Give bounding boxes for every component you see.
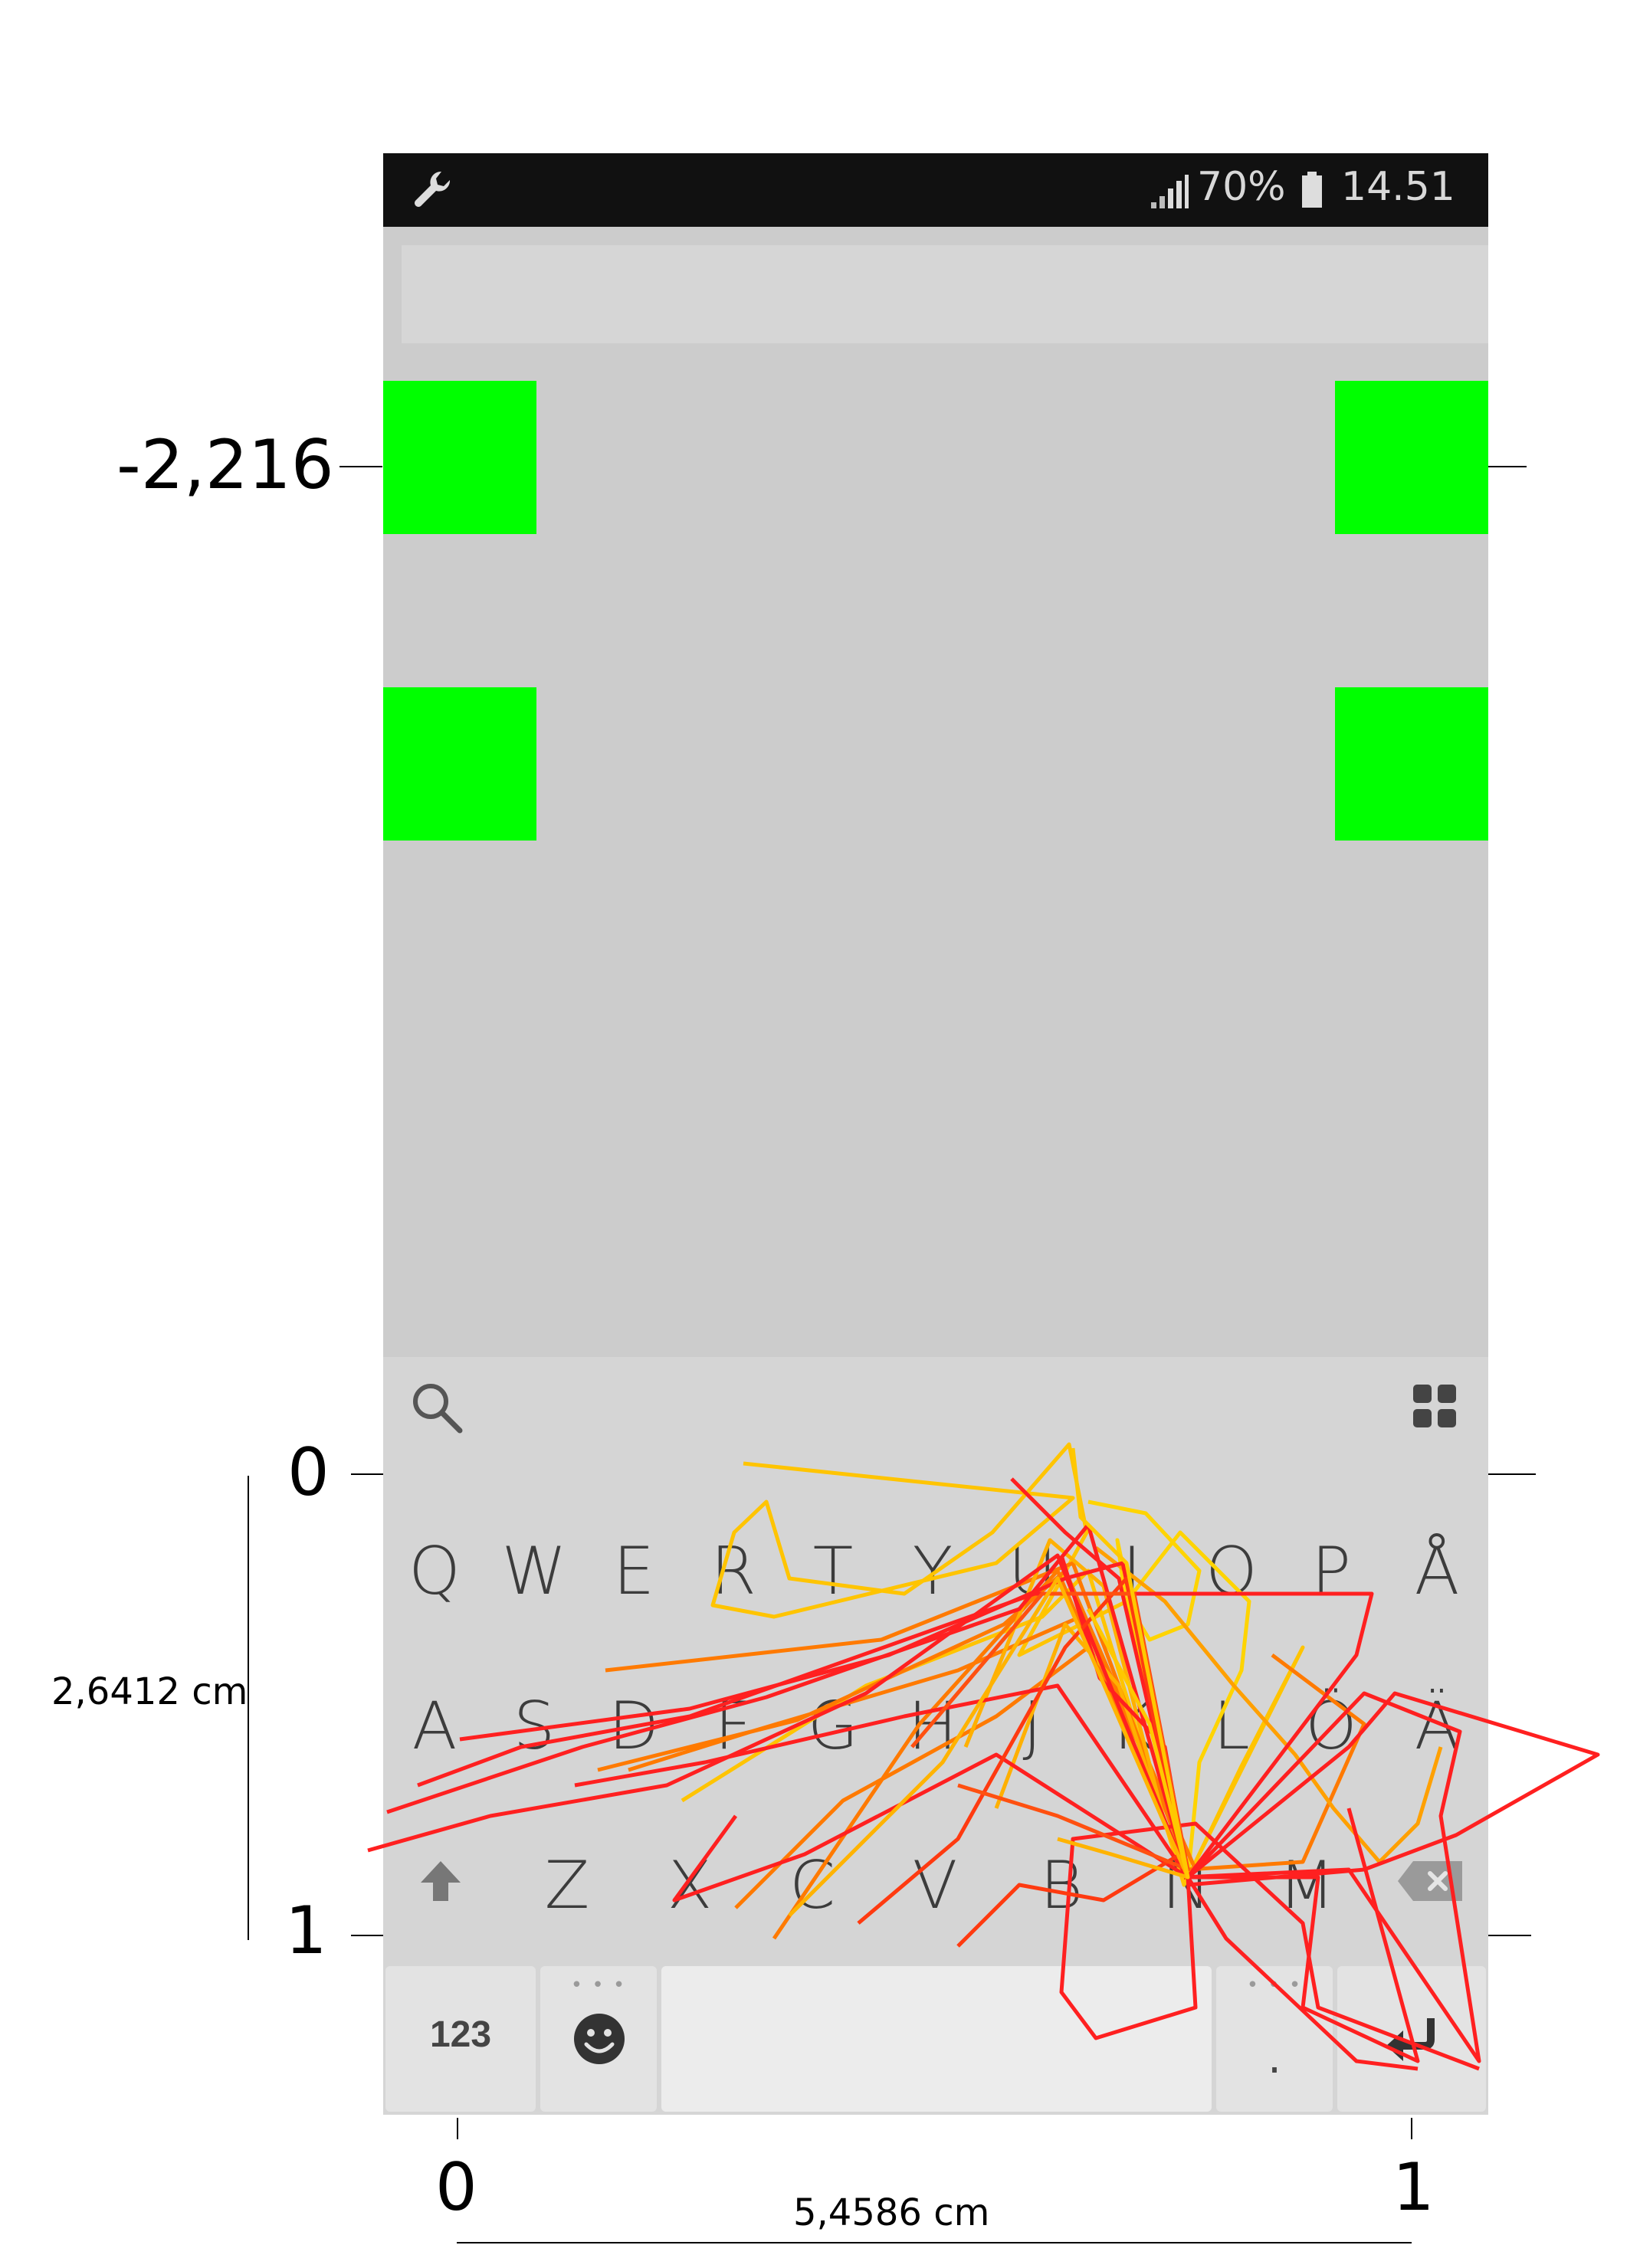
trace-stroke	[789, 1578, 1188, 1916]
trace-stroke	[368, 1555, 1188, 1900]
trace-stroke	[966, 1540, 1165, 1824]
